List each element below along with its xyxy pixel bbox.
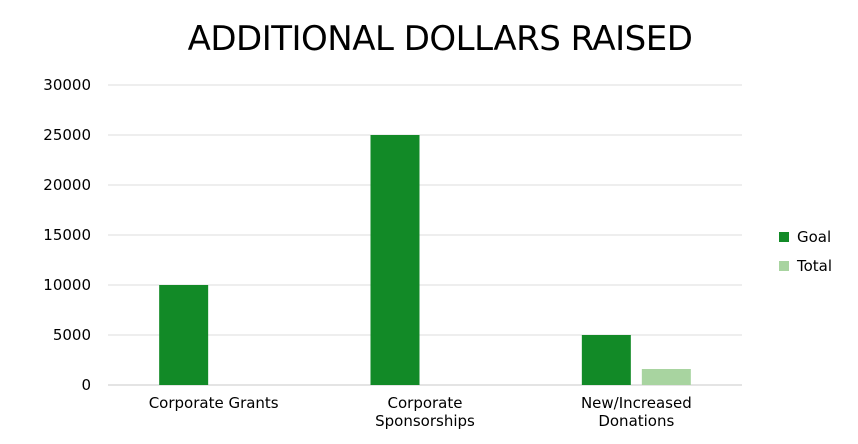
y-tick-label: 15000 — [43, 226, 91, 244]
legend: Goal Total — [779, 228, 832, 275]
gridlines — [108, 84, 742, 386]
x-category-label: Corporate — [388, 394, 463, 412]
y-tick-label: 30000 — [43, 76, 91, 94]
y-tick-label: 5000 — [53, 326, 91, 344]
bars — [159, 135, 691, 385]
x-category-label: Sponsorships — [375, 412, 475, 430]
y-tick-label: 25000 — [43, 126, 91, 144]
legend-swatch-goal — [779, 232, 789, 242]
bar-goal — [581, 335, 631, 385]
y-tick-label: 0 — [81, 376, 91, 394]
legend-label-goal: Goal — [797, 228, 831, 246]
legend-swatch-total — [779, 261, 789, 271]
y-axis-ticks: 0 5000 10000 15000 20000 25000 30000 — [43, 76, 91, 394]
x-category-label: Corporate Grants — [149, 394, 279, 412]
bar-total — [641, 369, 691, 385]
y-tick-label: 10000 — [43, 276, 91, 294]
bar-goal — [159, 285, 209, 385]
x-category-label: Donations — [598, 412, 674, 430]
x-category-label: New/Increased — [581, 394, 692, 412]
chart-title: ADDITIONAL DOLLARS RAISED — [188, 19, 693, 59]
y-tick-label: 20000 — [43, 176, 91, 194]
bar-goal — [370, 135, 420, 385]
legend-label-total: Total — [796, 257, 832, 275]
